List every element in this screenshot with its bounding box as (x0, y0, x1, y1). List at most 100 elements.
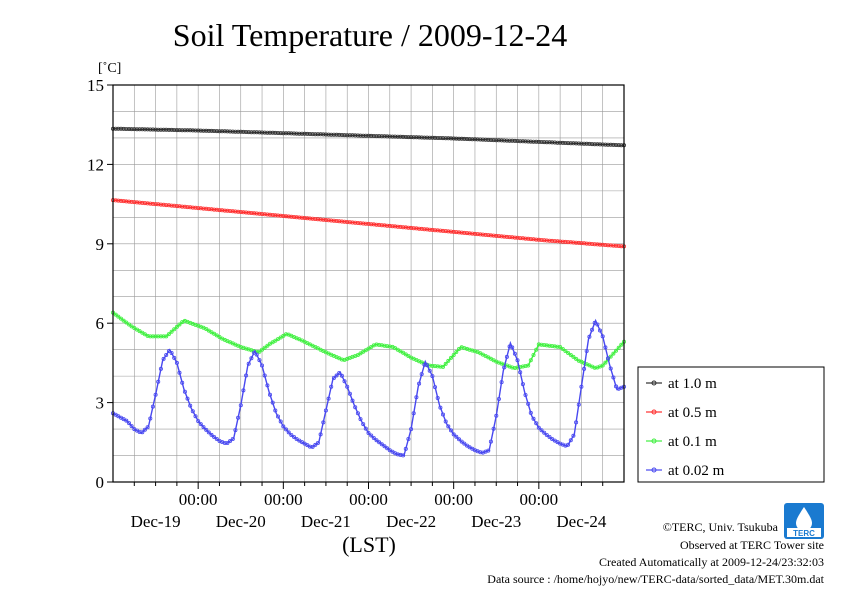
data-point (467, 231, 472, 236)
data-point (350, 220, 355, 225)
data-point (472, 231, 477, 236)
data-point (275, 213, 280, 218)
data-point (113, 198, 118, 203)
data-point (291, 434, 296, 439)
data-point (206, 128, 211, 133)
data-point (430, 135, 435, 140)
data-point (350, 398, 355, 403)
data-point (283, 214, 288, 219)
data-point (409, 225, 414, 230)
data-point (480, 232, 485, 237)
data-point (544, 343, 549, 348)
data-point (201, 206, 206, 211)
data-point (166, 332, 171, 337)
data-point (310, 132, 315, 137)
data-point (140, 127, 145, 132)
data-point (478, 137, 483, 142)
data-point (435, 364, 440, 369)
data-point (270, 130, 275, 135)
series-line (112, 128, 625, 146)
x-date-label: Dec-24 (556, 512, 607, 531)
data-point (435, 135, 440, 140)
data-point (520, 382, 525, 387)
data-point (552, 140, 557, 145)
data-point (217, 208, 222, 213)
data-point (560, 140, 565, 145)
data-point (158, 202, 163, 207)
chart-title: Soil Temperature / 2009-12-24 (173, 17, 567, 53)
data-point (448, 355, 453, 360)
data-point (142, 201, 147, 206)
data-point (440, 228, 445, 233)
data-point (454, 230, 459, 235)
data-point (129, 199, 134, 204)
data-point (177, 370, 182, 375)
data-point (174, 360, 179, 365)
data-point (374, 134, 379, 139)
data-point (273, 130, 278, 135)
data-point (129, 424, 134, 429)
data-point (188, 205, 193, 210)
data-point (164, 203, 169, 208)
data-point (555, 239, 560, 244)
data-point (124, 418, 129, 423)
data-point (294, 215, 299, 220)
data-point (443, 361, 448, 366)
data-point (363, 426, 368, 431)
data-point (480, 137, 485, 142)
data-point (238, 403, 243, 408)
data-point (222, 129, 227, 134)
data-point (302, 131, 307, 136)
data-point (345, 219, 350, 224)
data-point (456, 437, 461, 442)
data-point (153, 202, 158, 207)
data-point (608, 243, 613, 248)
data-point (361, 221, 366, 226)
data-point (150, 201, 155, 206)
data-point (182, 389, 187, 394)
data-point (252, 350, 257, 355)
data-point (302, 215, 307, 220)
data-point (592, 365, 597, 370)
data-point (582, 241, 587, 246)
data-point (510, 345, 515, 350)
data-point (443, 419, 448, 424)
data-point (278, 131, 283, 136)
data-point (590, 327, 595, 332)
data-point (369, 433, 374, 438)
data-point (454, 136, 459, 141)
data-point (321, 217, 326, 222)
data-point (158, 127, 163, 132)
data-point (560, 239, 565, 244)
data-point (321, 132, 326, 137)
data-point (568, 141, 573, 146)
data-point (526, 363, 531, 368)
data-point (406, 135, 411, 140)
data-point (590, 241, 595, 246)
data-point (190, 128, 195, 133)
data-point (616, 345, 621, 350)
x-tick-label: 00:00 (264, 490, 303, 509)
data-point (566, 350, 571, 355)
data-point (214, 436, 219, 441)
data-point (244, 129, 249, 134)
data-point (363, 133, 368, 138)
data-point (438, 135, 443, 140)
data-point (542, 430, 547, 435)
data-point (550, 140, 555, 145)
data-point (172, 203, 177, 208)
data-point (161, 202, 166, 207)
data-point (374, 438, 379, 443)
data-point (265, 212, 270, 217)
data-point (169, 329, 174, 334)
data-point (502, 138, 507, 143)
data-point (531, 139, 536, 144)
data-point (510, 365, 515, 370)
data-point (318, 217, 323, 222)
data-point (395, 452, 400, 457)
data-point (180, 380, 185, 385)
data-point (337, 370, 342, 375)
data-point (297, 215, 302, 220)
data-point (137, 429, 142, 434)
data-point (542, 140, 547, 145)
